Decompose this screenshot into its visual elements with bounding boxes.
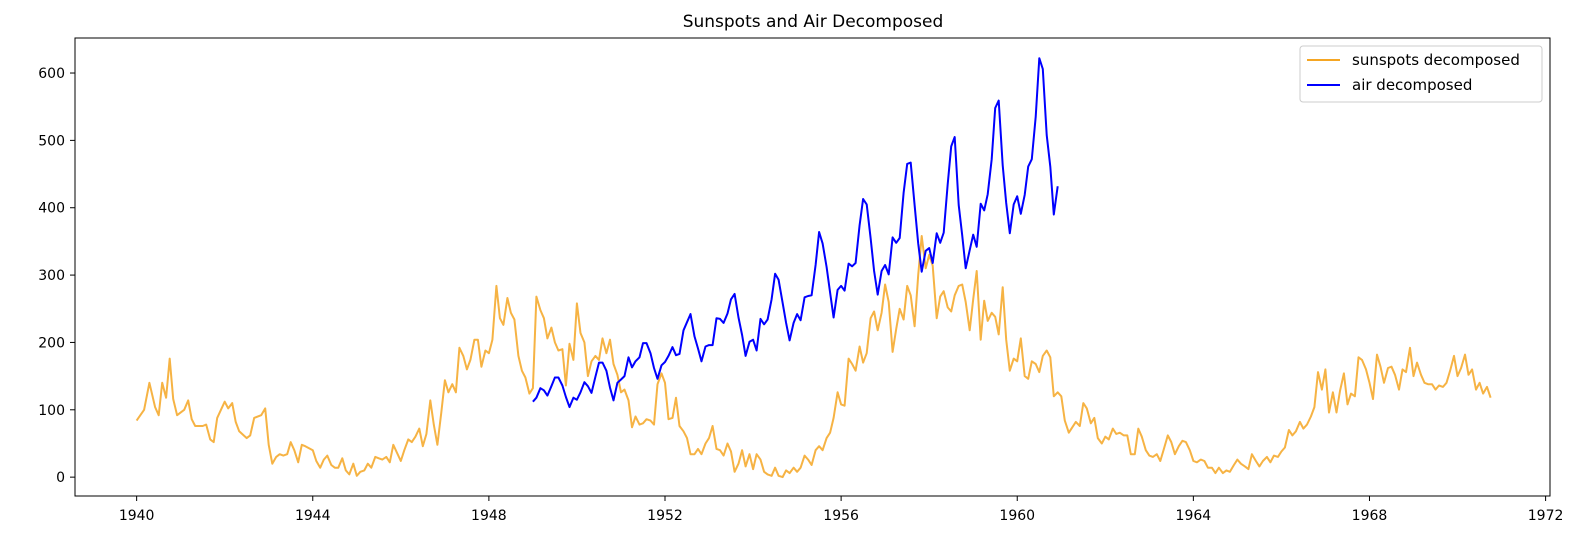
x-axis: 1940 1944 1948 1952 1956 1960 1964 1968 1972 — [119, 496, 1564, 524]
x-tick-label: 1972 — [1528, 508, 1564, 524]
plot-area — [74, 37, 1551, 497]
x-tick-label: 1944 — [295, 508, 331, 524]
legend: sunspots decomposed air decomposed — [1299, 45, 1543, 103]
y-tick-label: 500 — [38, 133, 65, 149]
series-layer — [135, 57, 1492, 479]
series-line-sunspots-decomposed — [135, 235, 1492, 479]
x-tick-label: 1956 — [823, 508, 859, 524]
x-tick-label: 1952 — [647, 508, 683, 524]
y-tick-label: 600 — [38, 66, 65, 82]
legend-box — [1299, 45, 1543, 103]
chart-title: Sunspots and Air Decomposed — [683, 12, 944, 32]
plot-frame — [74, 37, 1551, 497]
x-tick-label: 1964 — [1176, 508, 1212, 524]
legend-label: air decomposed — [1352, 76, 1472, 94]
x-tick-label: 1960 — [999, 508, 1035, 524]
series-line-air-decomposed — [532, 57, 1059, 409]
y-tick-label: 0 — [56, 470, 65, 486]
y-axis: 0 100 200 300 400 500 600 — [38, 66, 75, 486]
y-tick-label: 300 — [38, 268, 65, 284]
y-tick-label: 100 — [38, 403, 65, 419]
y-tick-label: 200 — [38, 335, 65, 351]
x-tick-label: 1948 — [471, 508, 507, 524]
y-tick-label: 400 — [38, 201, 65, 217]
legend-label: sunspots decomposed — [1352, 51, 1520, 69]
x-tick-label: 1968 — [1352, 508, 1388, 524]
x-tick-label: 1940 — [119, 508, 155, 524]
